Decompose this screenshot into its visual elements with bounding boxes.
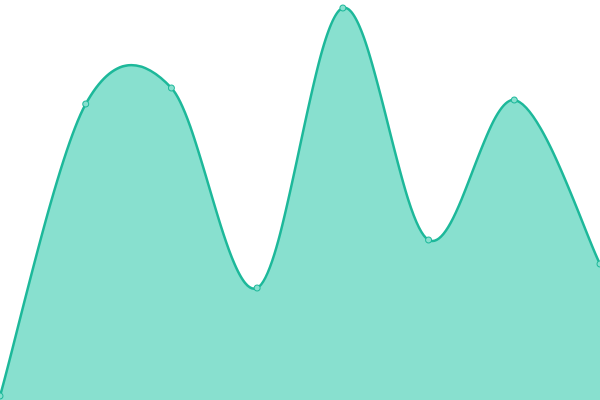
data-point bbox=[596, 260, 600, 268]
data-point bbox=[253, 284, 261, 292]
data-point bbox=[339, 4, 347, 12]
area-fill bbox=[0, 7, 600, 400]
data-point bbox=[425, 236, 433, 244]
data-point bbox=[82, 100, 90, 108]
data-point bbox=[167, 84, 175, 92]
data-point bbox=[510, 96, 518, 104]
data-point bbox=[0, 392, 4, 400]
